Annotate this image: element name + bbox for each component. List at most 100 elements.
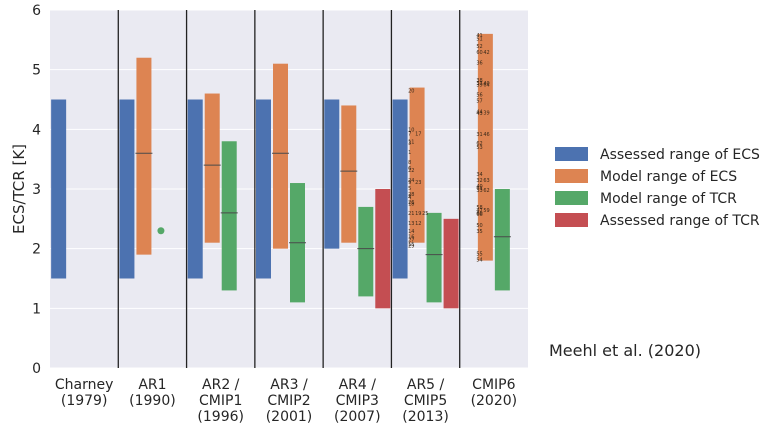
y-tick-label: 5: [32, 63, 41, 79]
model-rank-label: 19: [415, 211, 421, 217]
legend-swatch: [555, 191, 588, 205]
model-rank-label: 8: [408, 160, 411, 166]
x-tick-label: AR4 /CMIP3 (2007): [334, 377, 381, 425]
model-rank-label: 63: [483, 178, 489, 184]
model-rank-label: 59: [483, 208, 489, 214]
model-rank-label: 62: [476, 141, 482, 147]
range-bar: [477, 33, 493, 261]
model-rank-label: 4: [408, 195, 411, 201]
model-rank-label: 3: [408, 140, 411, 146]
range-bar: [187, 99, 203, 279]
model-rank-label: 46: [483, 132, 489, 138]
range-bar: [409, 87, 425, 243]
range-bar: [119, 99, 135, 279]
legend-label: Assessed range of TCR: [600, 213, 760, 229]
model-rank-label: 21: [408, 211, 414, 217]
range-bar: [392, 99, 408, 279]
model-rank-label: 33: [476, 188, 482, 194]
model-rank-label: 62: [483, 188, 489, 194]
model-rank-label: 57: [476, 99, 482, 105]
x-tick-label: CMIP6 (2020): [471, 377, 518, 409]
model-rank-label: 66: [476, 212, 482, 218]
legend-swatch: [555, 169, 588, 183]
range-bar: [341, 105, 357, 243]
model-rank-label: 35: [476, 229, 482, 235]
model-rank-label: 13: [408, 221, 414, 227]
model-rank-label: 20: [408, 89, 414, 95]
y-tick-label: 4: [32, 122, 41, 138]
x-tick-label: AR5 /CMIP5 (2013): [402, 377, 449, 425]
model-rank-label: 5: [408, 186, 411, 192]
model-rank-label: 10: [408, 127, 414, 133]
y-tick-label: 1: [32, 301, 41, 317]
model-rank-label: 29: [408, 244, 414, 250]
model-rank-label: 40: [483, 81, 489, 87]
model-rank-label: 28: [408, 192, 414, 198]
model-rank-label: 60: [476, 50, 482, 56]
model-rank-label: 40: [476, 184, 482, 190]
model-rank-label: 2: [408, 194, 411, 200]
model-rank-label: 51: [476, 37, 482, 43]
model-rank-label: 58: [476, 205, 482, 211]
y-tick-label: 0: [32, 361, 41, 377]
model-rank-label: 32: [476, 178, 482, 184]
model-rank-label: 16: [408, 235, 414, 241]
model-rank-label: 17: [415, 132, 421, 138]
model-rank-label: 43: [476, 111, 482, 117]
model-rank-label: 60: [476, 211, 482, 217]
range-bar: [256, 99, 271, 279]
model-rank-label: 31: [476, 132, 482, 138]
model-rank-label: 1: [408, 150, 411, 156]
model-rank-label: 44: [476, 109, 482, 115]
range-bar: [204, 93, 220, 243]
citation-text: Meehl et al. (2020): [549, 341, 701, 360]
range-bar: [443, 218, 459, 309]
model-rank-label: 18: [408, 201, 414, 207]
y-tick-label: 2: [32, 242, 41, 258]
model-rank-label: 39: [483, 111, 489, 117]
range-bar: [221, 141, 237, 291]
legend-label: Model range of TCR: [600, 191, 737, 207]
range-bar: [51, 99, 67, 279]
model-rank-label: 50: [476, 223, 482, 229]
model-rank-label: 36: [476, 61, 482, 67]
model-rank-label: 24: [408, 178, 414, 184]
model-rank-label: 64: [483, 83, 489, 89]
model-rank-label: 23: [415, 180, 421, 186]
x-tick-label: AR3 /CMIP2 (2001): [266, 377, 313, 425]
range-bar: [375, 189, 391, 309]
model-rank-label: 53: [476, 145, 482, 151]
x-tick-label: AR2 /CMIP1 (1996): [197, 377, 244, 425]
model-rank-label: 52: [476, 44, 482, 50]
model-rank-label: 27: [408, 238, 414, 244]
model-rank-label: 61: [476, 186, 482, 192]
range-bar: [136, 57, 152, 255]
model-rank-label: 37: [476, 81, 482, 87]
model-rank-label: 55: [476, 251, 482, 257]
model-rank-label: 11: [408, 139, 414, 145]
model-rank-label: 7: [408, 132, 411, 138]
data-point: [157, 227, 165, 235]
model-rank-label: 9: [408, 180, 411, 186]
model-rank-label: 42: [483, 50, 489, 56]
range-bar: [273, 63, 288, 249]
y-axis-label: ECS/TCR [K]: [10, 144, 28, 234]
x-tick-label: AR1 (1990): [129, 377, 176, 409]
model-rank-label: 56: [476, 93, 482, 99]
range-bar: [494, 189, 510, 291]
legend-swatch: [555, 213, 588, 227]
model-rank-label: 22: [408, 168, 414, 174]
model-rank-label: 38: [476, 78, 482, 84]
legend-label: Model range of ECS: [600, 169, 737, 185]
era-separators: [117, 10, 461, 368]
y-tick-label: 3: [32, 182, 41, 198]
model-rank-label: 25: [422, 211, 428, 217]
model-rank-label: 54: [476, 257, 482, 263]
x-tick-labels: Charney (1979) AR1 (1990) AR2 /CMIP1 (1996) AR…: [55, 377, 517, 425]
model-rank-label: 14: [408, 229, 414, 235]
range-bar: [426, 212, 442, 303]
model-rank-label: 47: [476, 208, 482, 214]
model-rank-label: 12: [415, 221, 421, 227]
model-rank-label: 26: [408, 200, 414, 206]
